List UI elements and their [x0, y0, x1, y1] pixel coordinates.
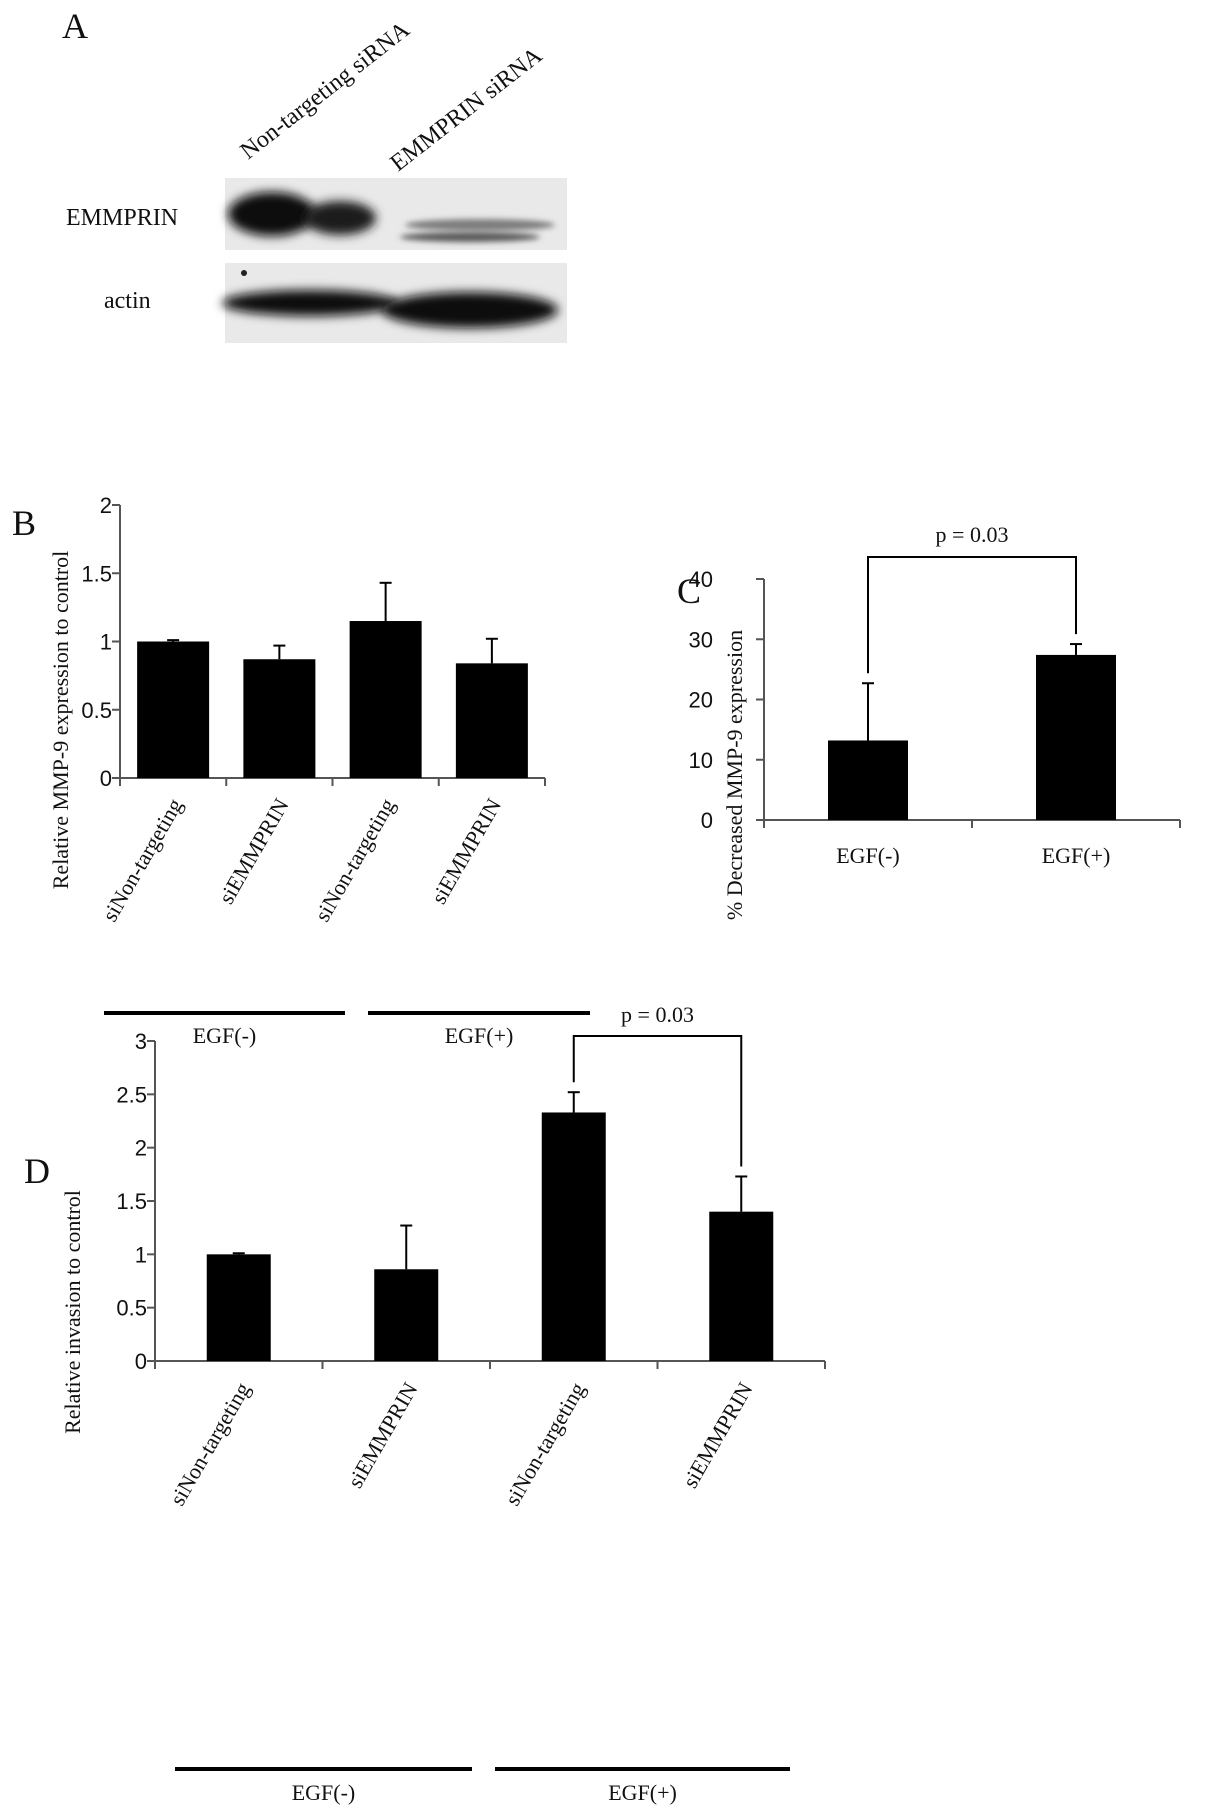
bar [243, 659, 316, 778]
panel-a-letter: A [62, 6, 88, 46]
y-tick-label: 30 [689, 627, 713, 652]
significance-bracket [572, 1035, 743, 1167]
y-tick-label: 40 [689, 567, 713, 592]
y-tick-label: 0.5 [116, 1296, 147, 1321]
panel-c-letter: C [677, 571, 701, 611]
y-tick-label: 1.5 [81, 561, 112, 586]
group-label: EGF(-) [292, 1780, 356, 1805]
y-tick-label: 3 [135, 1029, 147, 1054]
group-label: EGF(-) [193, 1023, 257, 1048]
y-tick-label: 2 [135, 1136, 147, 1161]
x-category-label: siNon-targeting [165, 1378, 255, 1510]
y-tick-label: 1 [100, 630, 112, 655]
y-tick-label: 2 [100, 493, 112, 518]
row-label-emmprin: EMMPRIN [66, 205, 178, 231]
x-category-label: EGF(-) [836, 843, 900, 868]
bar [541, 1112, 606, 1361]
x-category-label: siNon-targeting [500, 1378, 590, 1510]
bar [455, 663, 528, 778]
y-tick-label: 0 [135, 1349, 147, 1374]
y-tick-label: 10 [689, 748, 713, 773]
y-tick-label: 0 [701, 808, 713, 833]
y-tick-label: 1 [135, 1242, 147, 1267]
x-category-label: EGF(+) [1042, 843, 1111, 868]
chart-c: 0 10 20 30 40 EGF(-) EGF(+) p = 0.03 [689, 522, 1181, 868]
y-tick-label: 1.5 [116, 1189, 147, 1214]
x-category-label: siNon-targeting [309, 794, 399, 926]
panel-b-letter: B [12, 503, 36, 543]
x-category-label: siEMMPRIN [677, 1378, 757, 1492]
row-label-actin: actin [104, 288, 151, 314]
y-tick-label: 2.5 [116, 1082, 147, 1107]
chart-d-y-axis-label: Relative invasion to control [60, 1190, 85, 1434]
panel-b: B Relative MMP-9 expression to control 0… [12, 493, 590, 1048]
bar [828, 740, 908, 820]
lane-label-non-targeting: Non-targeting siRNA [236, 16, 416, 164]
x-category-label: siEMMPRIN [342, 1378, 422, 1492]
bar [1036, 654, 1116, 820]
chart-d: 0 0.5 1 1.5 2 2.5 3 siNon-targeting siEMMPRIN siN… [116, 1002, 826, 1805]
p-value-label: p = 0.03 [621, 1002, 694, 1027]
panel-d: D Relative invasion to control 0 0.5 1 1.5 2… [24, 1002, 826, 1805]
bar [137, 641, 210, 778]
p-value-label: p = 0.03 [936, 522, 1009, 547]
x-category-label: siNon-targeting [97, 794, 187, 926]
bar [709, 1211, 774, 1361]
bar [206, 1254, 271, 1361]
bar [374, 1269, 439, 1361]
lane-label-emmprin: EMMPRIN siRNA [386, 42, 548, 177]
y-tick-label: 0.5 [81, 698, 112, 723]
chart-b-y-axis-label: Relative MMP-9 expression to control [48, 551, 73, 890]
y-tick-label: 0 [100, 766, 112, 791]
blot-emmprin [225, 178, 567, 250]
group-label: EGF(+) [608, 1780, 677, 1805]
y-tick-label: 20 [689, 688, 713, 713]
significance-bracket [867, 556, 1077, 674]
panel-a: A Non-targeting siRNA EMMPRIN siRNA EMMP… [62, 6, 567, 343]
panel-c: C % Decreased MMP-9 expression 0 10 20 30 40… [677, 522, 1181, 920]
chart-c-y-axis-label: % Decreased MMP-9 expression [722, 630, 747, 920]
blot-actin [222, 263, 567, 343]
group-label: EGF(+) [445, 1023, 514, 1048]
panel-d-letter: D [24, 1151, 50, 1191]
x-category-label: siEMMPRIN [213, 794, 293, 908]
x-category-label: siEMMPRIN [426, 794, 506, 908]
bar [349, 621, 422, 778]
